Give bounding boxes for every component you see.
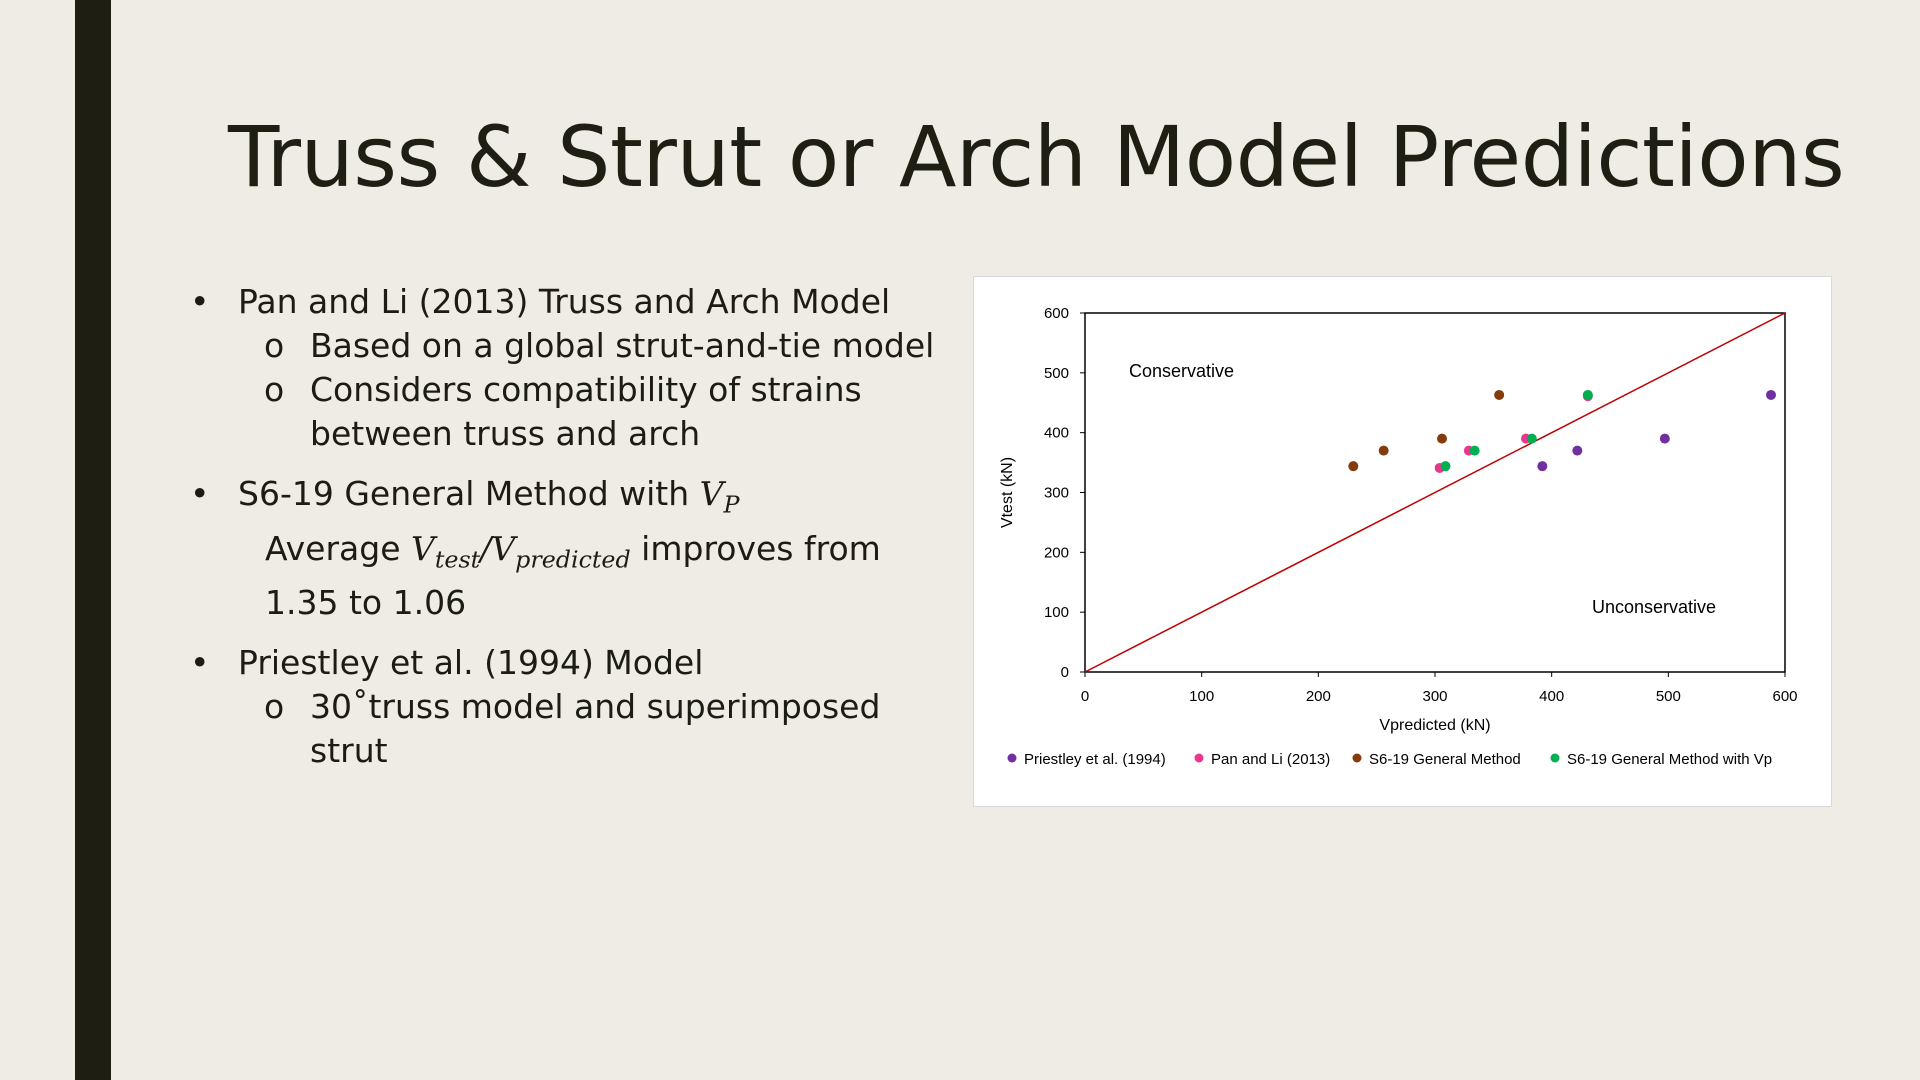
sub-bullet-text-cont: between truss and arch: [310, 414, 701, 453]
scatter-chart: 0 100 200 300 400 500 600 0 100 200 300 400 500 600 Vp…: [999, 305, 1798, 768]
data-point: [1572, 445, 1583, 456]
data-point: [1378, 445, 1389, 456]
bullet-s6-19-average: Average Vtest/Vpredicted improves from 1…: [190, 527, 950, 626]
chart-container: 0 100 200 300 400 500 600 0 100 200 300 400 500 600 Vp…: [973, 276, 1832, 807]
bullet-text: Pan and Li (2013) Truss and Arch Model: [238, 282, 891, 321]
y-tick-label: 200: [1044, 544, 1069, 561]
data-point: [1348, 461, 1359, 472]
improves-label: improves from: [630, 528, 881, 568]
bullet-priestley: • Priestley et al. (1994) Model: [190, 641, 950, 685]
y-tick-label: 0: [1061, 664, 1069, 681]
y-tick-label: 500: [1044, 365, 1069, 382]
data-point: [1582, 389, 1593, 400]
data-point: [1440, 461, 1451, 472]
sub-bullet-text: 30˚truss model and superimposed strut: [310, 687, 881, 771]
sub-bullet-text: Based on a global strut-and-tie model: [310, 326, 935, 365]
math-v: VP: [699, 474, 740, 519]
x-tick-label: 600: [1772, 688, 1797, 705]
y-tick-label: 100: [1044, 604, 1069, 621]
y-axis-label: Vtest (kN): [999, 457, 1016, 528]
bullet-s6-19: • S6-19 General Method with VP: [190, 472, 950, 527]
average-label: Average: [265, 528, 412, 568]
x-tick-label: 500: [1656, 688, 1681, 705]
legend-marker: [1007, 753, 1017, 763]
x-tick-label: 200: [1306, 688, 1331, 705]
legend-marker: [1550, 753, 1560, 763]
data-point: [1494, 389, 1505, 400]
data-point: [1659, 433, 1670, 444]
sub-bullet-dot: o: [264, 370, 285, 409]
equality-line: [1084, 312, 1786, 673]
data-point: [1526, 433, 1537, 444]
y-tick-label: 600: [1044, 305, 1069, 322]
sub-bullet-truss-model: o 30˚truss model and superimposed strut: [190, 685, 950, 773]
annotation-unconservative: Unconservative: [1592, 597, 1716, 617]
legend-label: S6-19 General Method: [1369, 751, 1521, 768]
math-vtest: Vtest/Vpredicted: [411, 528, 631, 574]
legend-marker: [1352, 753, 1362, 763]
legend-marker: [1194, 753, 1204, 763]
accent-bar: [75, 0, 111, 1080]
data-point: [1437, 433, 1447, 444]
x-tick-label: 100: [1189, 688, 1214, 705]
sub-bullet-strut-and-tie: o Based on a global strut-and-tie model: [190, 324, 950, 368]
sub-bullet-compatibility: o Considers compatibility of strains bet…: [190, 368, 950, 456]
bullet-list: • Pan and Li (2013) Truss and Arch Model…: [190, 280, 950, 773]
bullet-dot: •: [190, 643, 210, 683]
bullet-text: Priestley et al. (1994) Model: [238, 643, 704, 683]
range-text: 1.35 to 1.06: [265, 583, 467, 623]
data-point: [1766, 389, 1776, 400]
slide-title: Truss & Strut or Arch Model Predictions: [228, 108, 1845, 206]
y-tick-label: 400: [1044, 425, 1069, 442]
sub-bullet-dot: o: [264, 687, 285, 727]
bullet-dot: •: [190, 282, 210, 321]
bullet-dot: •: [190, 474, 210, 513]
y-tick-label: 300: [1044, 485, 1069, 502]
x-tick-label: 400: [1539, 688, 1564, 705]
legend-label: S6-19 General Method with Vp: [1567, 751, 1772, 768]
sub-bullet-dot: o: [264, 326, 285, 365]
bullet-text: S6-19 General Method with: [238, 474, 700, 513]
sub-bullet-text: Considers compatibility of strains: [310, 370, 862, 409]
data-point: [1537, 461, 1548, 472]
x-tick-label: 0: [1081, 688, 1089, 705]
x-tick-label: 300: [1422, 688, 1447, 705]
legend-label: Priestley et al. (1994): [1024, 751, 1166, 768]
x-axis-label: Vpredicted (kN): [1379, 717, 1490, 734]
annotation-conservative: Conservative: [1129, 361, 1234, 381]
legend-label: Pan and Li (2013): [1211, 751, 1330, 768]
data-point: [1469, 445, 1480, 456]
bullet-pan-li: • Pan and Li (2013) Truss and Arch Model: [190, 280, 950, 324]
